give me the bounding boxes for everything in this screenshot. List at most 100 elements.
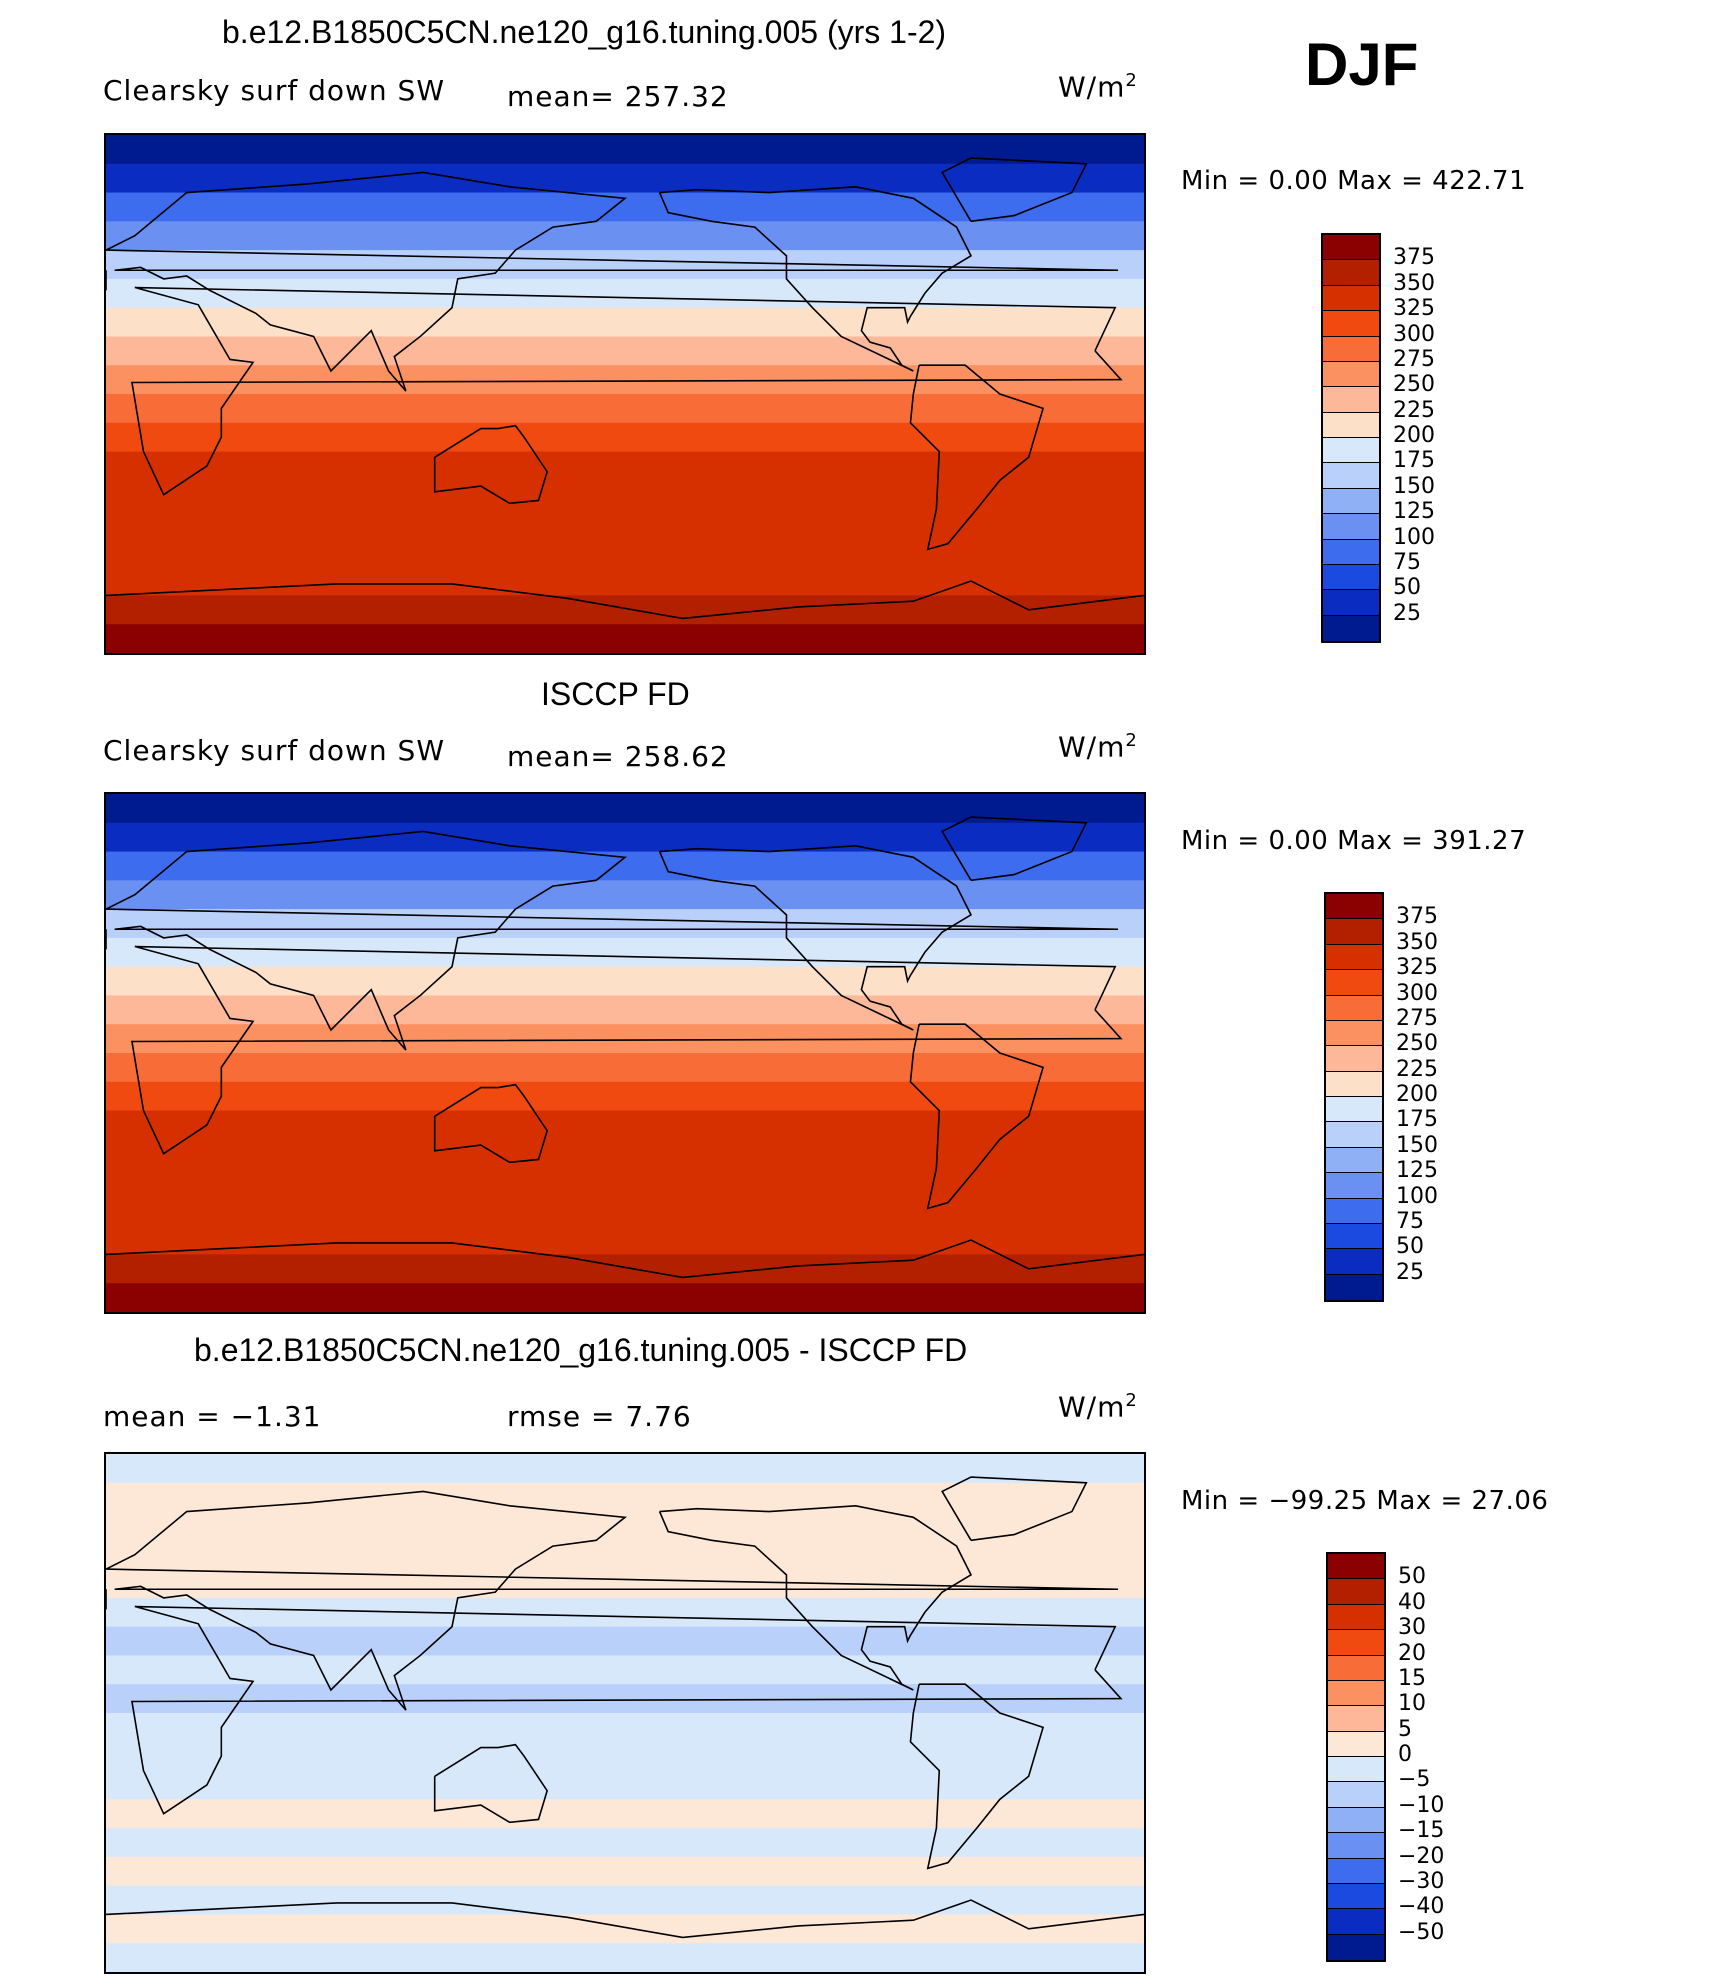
coastline <box>131 945 1123 1155</box>
colorbar-swatch <box>1326 1274 1382 1300</box>
zonal-band <box>106 1482 1144 1513</box>
units-text: W/m <box>1058 1390 1126 1424</box>
colorbar-swatch <box>1326 995 1382 1021</box>
coastline <box>941 816 1088 882</box>
coastline <box>909 1683 1045 1870</box>
panel-1-minmax: Min = 0.00 Max = 422.71 <box>1181 166 1527 196</box>
colorbar-swatch <box>1328 1833 1384 1859</box>
zonal-band <box>106 1511 1144 1541</box>
colorbar-swatch <box>1328 1680 1384 1707</box>
map-svg <box>106 794 1144 1312</box>
units-exponent: 2 <box>1125 1390 1138 1411</box>
colorbar-tick-label: 125 <box>1396 1158 1438 1184</box>
zonal-band <box>106 880 1144 910</box>
colorbar-tick-label: 75 <box>1393 549 1421 575</box>
colorbar-tick-label: 10 <box>1398 1691 1426 1717</box>
colorbar-tick-label: 225 <box>1396 1056 1438 1082</box>
zonal-band <box>106 278 1144 309</box>
panel-3-mean-label: mean = −1.31 <box>103 1400 322 1433</box>
colorbar-tick-label: 175 <box>1393 448 1435 474</box>
colorbar-swatch <box>1326 894 1382 920</box>
colorbar-swatch <box>1326 1046 1382 1072</box>
zonal-band <box>106 624 1144 653</box>
coastline <box>131 286 1123 496</box>
colorbar-swatch <box>1323 615 1379 641</box>
zonal-band <box>106 995 1144 1025</box>
panel-3-rmse-label: rmse = 7.76 <box>507 1400 692 1433</box>
colorbar-swatch <box>1326 1147 1382 1174</box>
colorbar-tick-label: 150 <box>1393 473 1435 499</box>
colorbar-swatch <box>1323 488 1379 515</box>
panel-3-title: b.e12.B1850C5CN.ne120_g16.tuning.005 - I… <box>194 1332 968 1368</box>
panel-2-mean-label: mean= 258.62 <box>507 740 729 773</box>
zonal-band <box>106 1799 1144 1829</box>
zonal-band <box>106 1168 1144 1198</box>
zonal-band <box>106 1741 1144 1772</box>
zonal-band <box>106 1713 1144 1743</box>
zonal-band <box>106 1283 1144 1312</box>
colorbar-swatch <box>1323 438 1379 464</box>
zonal-band <box>106 537 1144 568</box>
zonal-band <box>106 1597 1144 1628</box>
coastline <box>941 157 1088 223</box>
colorbar-tick-label: 175 <box>1396 1107 1438 1133</box>
colorbar-swatch <box>1323 564 1379 591</box>
map-svg <box>106 1454 1144 1972</box>
colorbar-tick-label: 100 <box>1393 524 1435 550</box>
colorbar-tick-label: 275 <box>1396 1005 1438 1031</box>
zonal-band <box>106 1569 1144 1599</box>
zonal-band <box>106 480 1144 510</box>
colorbar-swatch <box>1326 1198 1382 1224</box>
colorbar-tick-label: 325 <box>1393 296 1435 322</box>
zonal-band <box>106 451 1144 481</box>
zonal-band <box>106 1110 1144 1140</box>
colorbar-swatch <box>1323 590 1379 616</box>
zonal-band <box>106 1770 1144 1800</box>
zonal-band <box>106 966 1144 996</box>
colorbar-tick-label: 20 <box>1398 1640 1426 1666</box>
colorbar-tick-label: 150 <box>1396 1132 1438 1158</box>
colorbar-tick-label: 250 <box>1393 372 1435 398</box>
colorbar-tick-label: −15 <box>1398 1818 1445 1844</box>
colorbar-tick-label: 125 <box>1393 499 1435 525</box>
zonal-band <box>106 851 1144 881</box>
panel-2-colorbar <box>1324 892 1384 1302</box>
colorbar-tick-label: 350 <box>1393 270 1435 296</box>
panel-1-map <box>104 133 1146 655</box>
zonal-band <box>106 509 1144 539</box>
zonal-band <box>106 909 1144 939</box>
zonal-band <box>106 1081 1144 1112</box>
colorbar-swatch <box>1328 1554 1384 1580</box>
colorbar-tick-label: 200 <box>1396 1082 1438 1107</box>
colorbar-swatch <box>1323 311 1379 337</box>
colorbar-tick-label: 25 <box>1396 1259 1424 1285</box>
panel-1-title: b.e12.B1850C5CN.ne120_g16.tuning.005 (yr… <box>222 14 947 50</box>
colorbar-swatch <box>1328 1604 1384 1631</box>
zonal-band <box>106 1856 1144 1887</box>
zonal-band <box>106 1254 1144 1284</box>
panel-2-variable-label: Clearsky surf down SW <box>103 734 446 767</box>
colorbar-tick-label: 200 <box>1393 423 1435 448</box>
colorbar-tick-label: 325 <box>1396 955 1438 981</box>
colorbar-tick-label: 375 <box>1396 904 1438 930</box>
coastline <box>941 1476 1088 1542</box>
zonal-band <box>106 1196 1144 1227</box>
colorbar-tick-label: 5 <box>1398 1716 1412 1742</box>
colorbar-tick-label: 225 <box>1393 397 1435 423</box>
colorbar-tick-label: 275 <box>1393 346 1435 372</box>
colorbar-swatch <box>1328 1655 1384 1681</box>
season-label: DJF <box>1305 31 1419 98</box>
colorbar-tick-label: 15 <box>1398 1665 1426 1691</box>
coastline <box>909 364 1045 551</box>
panel-2-minmax: Min = 0.00 Max = 391.27 <box>1181 826 1527 856</box>
coastline <box>909 1023 1045 1210</box>
colorbar-swatch <box>1328 1782 1384 1808</box>
colorbar-swatch <box>1323 412 1379 438</box>
colorbar-tick-label: 250 <box>1396 1031 1438 1057</box>
colorbar-tick-label: −20 <box>1398 1843 1445 1869</box>
zonal-band <box>106 192 1144 222</box>
zonal-band <box>106 1225 1144 1255</box>
colorbar-tick-label: 50 <box>1393 575 1421 601</box>
colorbar-swatch <box>1323 260 1379 286</box>
panel-3-map <box>104 1452 1146 1974</box>
